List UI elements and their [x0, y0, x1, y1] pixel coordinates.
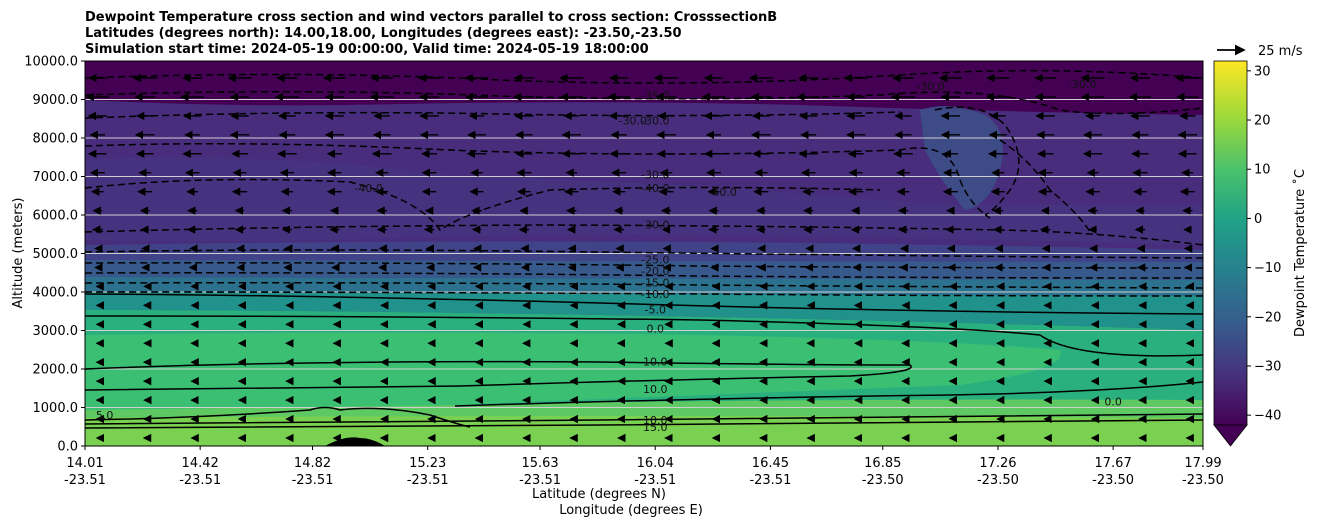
x-tick-label-lat: 15.23 [409, 456, 446, 471]
x-tick-label-lon: -23.51 [64, 473, 106, 488]
contour-label: -20.0 [641, 265, 669, 278]
contour-labels: -35.0-30.0-30.0-30.0 -30.0-30.0-30.0-40.0… [96, 78, 1122, 434]
x-tick-label-lat: 15.63 [521, 456, 558, 471]
chart-title-line-1: Dewpoint Temperature cross section and w… [85, 10, 777, 25]
x-axis-label-latitude: Latitude (degrees N) [532, 487, 666, 502]
y-tick-label: 7000.0 [33, 170, 79, 185]
x-tick-label-lon: -23.50 [1182, 473, 1224, 488]
wind-key-label: 25 m/s [1258, 44, 1303, 59]
contour-label: -40.0 [641, 182, 669, 195]
wind-vectors [85, 73, 1200, 443]
contour-label: -40.0 [708, 186, 736, 199]
y-tick-label: 0.0 [57, 440, 78, 455]
y-tick-label: 1000.0 [33, 401, 79, 416]
contour-label: -25.0 [641, 253, 669, 266]
colorbar-extend-triangle [1213, 424, 1248, 447]
x-tick-label-lat: 14.42 [182, 456, 219, 471]
x-tick-label-lat: 17.26 [979, 456, 1016, 471]
contour-label: -30.0 [641, 219, 669, 232]
contour-label: -15.0 [641, 276, 669, 289]
y-tick-label: 8000.0 [33, 132, 79, 147]
colorbar: 30 20 10 0 −10 −20 −30 −40 Dewpoint Temperature… [1213, 60, 1308, 447]
contour-label: -35.0 [641, 90, 669, 103]
x-tick-label-lon: -23.51 [179, 473, 221, 488]
contour-label: 10.0 [643, 414, 668, 427]
y-tick-label: 3000.0 [33, 324, 79, 339]
contour-label: -30.0 [916, 80, 944, 93]
y-axis: 0.0 1000.0 2000.0 3000.0 4000.0 5000.0 6000.0 7… [24, 55, 85, 455]
y-tick-label: 10000.0 [24, 55, 78, 70]
y-tick-label: 5000.0 [33, 247, 79, 262]
grid-lines [85, 99, 1203, 408]
colorbar-tick-label: −30 [1254, 359, 1281, 374]
colorbar-tick-label: 30 [1254, 64, 1271, 79]
colorbar-tick-label: 0 [1254, 212, 1262, 227]
x-tick-label-lon: -23.51 [749, 473, 791, 488]
x-tick-label-lon: -23.50 [1092, 473, 1134, 488]
contour-label: -30.0 [619, 115, 647, 128]
x-axis: 14.01 -23.51 14.42 -23.51 14.82 -23.51 15.23 -2… [64, 446, 1224, 488]
chart-title-line-2: Latitudes (degrees north): 14.00,18.00, … [85, 26, 682, 41]
y-tick-label: 6000.0 [33, 209, 79, 224]
x-tick-label-lon: -23.50 [862, 473, 904, 488]
y-tick-label: 4000.0 [33, 286, 79, 301]
contour-label: 10.0 [643, 356, 668, 369]
x-tick-label-lat: 16.45 [752, 456, 789, 471]
filled-contour-field [85, 61, 1203, 446]
colorbar-tick-label: −40 [1254, 409, 1281, 424]
contour-label: -30.0 [1068, 78, 1096, 91]
colorbar-label: Dewpoint Temperature ˚C [1292, 169, 1308, 337]
colorbar-gradient [1213, 60, 1248, 426]
y-axis-label: Altitude (meters) [11, 198, 26, 309]
colorbar-ticks: 30 20 10 0 −10 −20 −30 −40 [1247, 64, 1281, 424]
x-tick-label-lon: -23.51 [519, 473, 561, 488]
x-tick-label-lat: 16.04 [637, 456, 674, 471]
colorbar-tick-label: 20 [1254, 114, 1271, 129]
x-tick-label-lon: -23.51 [634, 473, 676, 488]
contour-label: -30.0 [641, 115, 669, 128]
contour-label: 0.0 [1104, 396, 1122, 409]
contour-label: 15.0 [643, 421, 668, 434]
contour-label: -10.0 [641, 288, 669, 301]
contour-label: 0.0 [646, 323, 664, 336]
y-tick-label: 2000.0 [33, 363, 79, 378]
x-axis-label-longitude: Longitude (degrees E) [559, 503, 703, 518]
contour-label: 10.0 [643, 383, 668, 396]
x-tick-label-lon: -23.51 [407, 473, 449, 488]
x-tick-label-lat: 16.85 [864, 456, 901, 471]
x-tick-label-lat: 17.99 [1184, 456, 1221, 471]
y-tick-label: 9000.0 [33, 93, 79, 108]
contour-label: 5.0 [96, 409, 114, 422]
contour-label: -30.0 [641, 169, 669, 182]
x-tick-label-lat: 14.01 [66, 456, 103, 471]
chart-title-line-3: Simulation start time: 2024-05-19 00:00:… [85, 42, 649, 57]
colorbar-tick-label: −20 [1254, 310, 1281, 325]
x-tick-label-lat: 14.82 [294, 456, 331, 471]
x-tick-label-lat: 17.67 [1095, 456, 1132, 471]
colorbar-tick-label: −10 [1254, 261, 1281, 276]
contour-label: -5.0 [645, 303, 666, 316]
x-tick-label-lon: -23.51 [292, 473, 334, 488]
colorbar-tick-label: 10 [1254, 163, 1271, 178]
contour-label: -40.0 [354, 182, 382, 195]
x-tick-label-lon: -23.50 [977, 473, 1019, 488]
